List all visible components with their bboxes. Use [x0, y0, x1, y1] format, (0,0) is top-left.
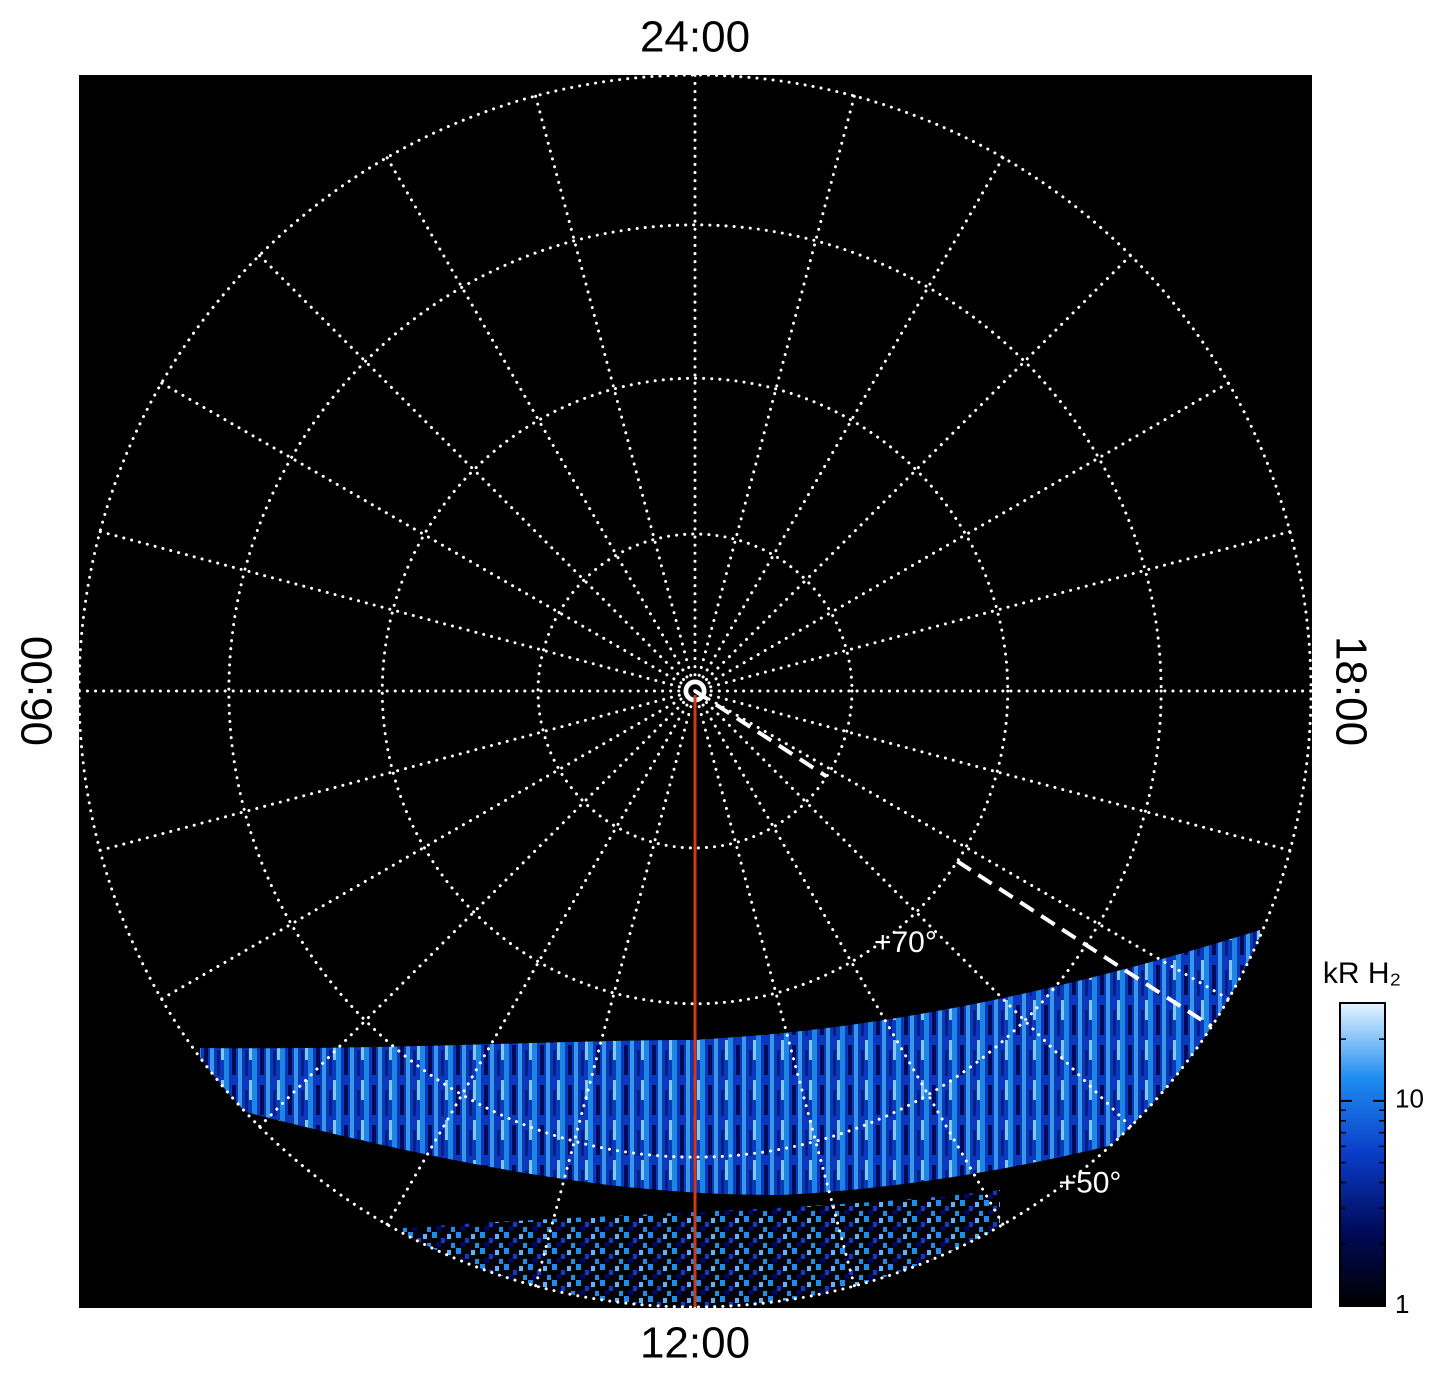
x-tick-label: 24:00: [640, 13, 750, 62]
grid-spoke: [160, 689, 697, 1001]
grid-ring: [227, 223, 1163, 1159]
r-tick-label: +70°: [874, 926, 937, 959]
grid-spoke: [385, 689, 697, 1226]
emission-band: [200, 930, 1260, 1195]
grid-spoke: [693, 689, 1292, 852]
grid-spoke: [693, 381, 1230, 693]
grid-spoke: [160, 381, 697, 693]
grid-spoke: [385, 156, 697, 693]
dashed-line: [693, 689, 828, 779]
grid-ring: [536, 532, 854, 850]
grid-spoke: [693, 689, 1133, 1129]
grid-ring: [380, 376, 1010, 1006]
grid-spoke: [257, 689, 697, 1129]
grid-spoke: [693, 253, 1133, 693]
x-tick-label: 12:00: [640, 1319, 750, 1368]
grid-spoke: [693, 689, 856, 1288]
colorbar-title: kR H₂: [1323, 957, 1401, 990]
dashed-line: [956, 859, 1213, 1029]
colorbar-tick-label: 10: [1395, 1084, 1424, 1114]
grid-spoke: [693, 94, 856, 693]
colorbar: [1339, 1002, 1386, 1307]
grid-spoke: [693, 530, 1292, 693]
grid-spoke: [693, 156, 1005, 693]
grid-spoke: [257, 253, 697, 693]
grid-spoke: [534, 94, 697, 693]
grid-spoke: [693, 689, 1005, 1226]
grid-spoke: [98, 530, 697, 693]
colorbar-tick-label: 1: [1395, 1289, 1409, 1319]
grid-spoke: [693, 689, 1230, 1001]
x-tick-label: 06:00: [13, 636, 62, 746]
grid-spoke: [534, 689, 697, 1288]
x-tick-label: 18:00: [1326, 636, 1375, 746]
r-tick-label: +50°: [1059, 1167, 1122, 1200]
grid-spoke: [98, 689, 697, 852]
